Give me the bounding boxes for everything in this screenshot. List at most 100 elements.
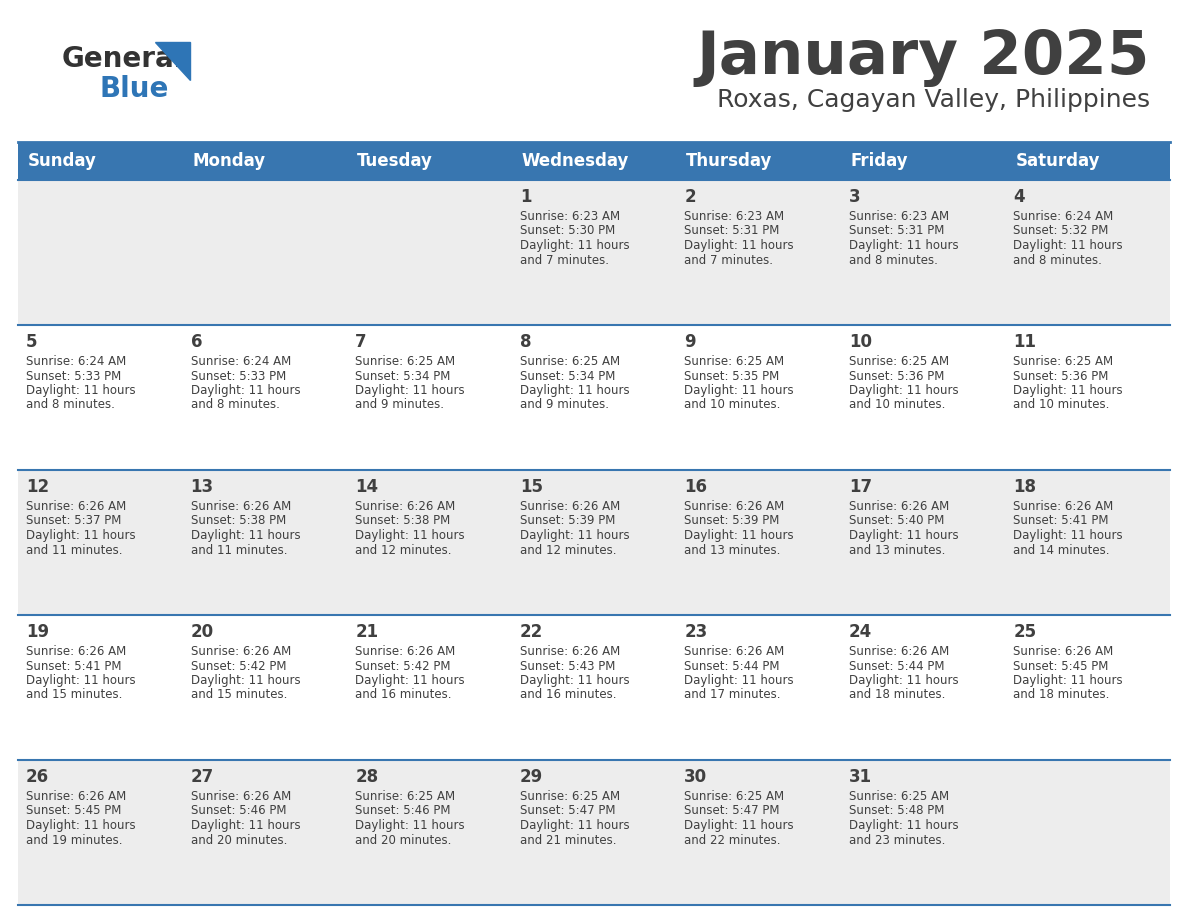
Text: Daylight: 11 hours: Daylight: 11 hours — [849, 819, 959, 832]
Text: and 14 minutes.: and 14 minutes. — [1013, 543, 1110, 556]
Text: and 7 minutes.: and 7 minutes. — [519, 253, 608, 266]
Text: Daylight: 11 hours: Daylight: 11 hours — [1013, 384, 1123, 397]
Text: and 10 minutes.: and 10 minutes. — [1013, 398, 1110, 411]
Text: 21: 21 — [355, 623, 378, 641]
Text: Sunset: 5:46 PM: Sunset: 5:46 PM — [355, 804, 450, 818]
Text: Sunrise: 6:26 AM: Sunrise: 6:26 AM — [684, 645, 784, 658]
Text: and 9 minutes.: and 9 minutes. — [355, 398, 444, 411]
Text: Daylight: 11 hours: Daylight: 11 hours — [26, 384, 135, 397]
Bar — [512, 470, 676, 615]
Text: Friday: Friday — [851, 152, 909, 170]
Text: Sunset: 5:36 PM: Sunset: 5:36 PM — [1013, 370, 1108, 383]
Text: 20: 20 — [190, 623, 214, 641]
Text: Sunset: 5:35 PM: Sunset: 5:35 PM — [684, 370, 779, 383]
Bar — [183, 470, 347, 615]
Text: Sunset: 5:37 PM: Sunset: 5:37 PM — [26, 514, 121, 528]
Text: Daylight: 11 hours: Daylight: 11 hours — [355, 529, 465, 542]
Bar — [347, 325, 512, 470]
Text: 26: 26 — [26, 768, 49, 786]
Bar — [1005, 325, 1170, 470]
Text: Daylight: 11 hours: Daylight: 11 hours — [519, 819, 630, 832]
Bar — [18, 470, 183, 615]
Text: Saturday: Saturday — [1016, 152, 1100, 170]
Bar — [183, 615, 347, 760]
Text: Daylight: 11 hours: Daylight: 11 hours — [684, 384, 794, 397]
Text: 5: 5 — [26, 333, 38, 351]
Text: and 13 minutes.: and 13 minutes. — [849, 543, 946, 556]
Text: Daylight: 11 hours: Daylight: 11 hours — [190, 819, 301, 832]
Text: and 9 minutes.: and 9 minutes. — [519, 398, 608, 411]
Text: Sunrise: 6:26 AM: Sunrise: 6:26 AM — [26, 645, 126, 658]
Text: Sunset: 5:34 PM: Sunset: 5:34 PM — [519, 370, 615, 383]
Bar — [676, 760, 841, 905]
Bar — [183, 180, 347, 325]
Text: and 7 minutes.: and 7 minutes. — [684, 253, 773, 266]
Text: Daylight: 11 hours: Daylight: 11 hours — [355, 819, 465, 832]
Text: Sunrise: 6:23 AM: Sunrise: 6:23 AM — [684, 210, 784, 223]
Text: Sunrise: 6:25 AM: Sunrise: 6:25 AM — [355, 355, 455, 368]
Text: and 11 minutes.: and 11 minutes. — [190, 543, 287, 556]
Bar — [512, 760, 676, 905]
Text: Daylight: 11 hours: Daylight: 11 hours — [684, 674, 794, 687]
Text: Sunset: 5:30 PM: Sunset: 5:30 PM — [519, 225, 615, 238]
Text: Wednesday: Wednesday — [522, 152, 630, 170]
Text: Monday: Monday — [192, 152, 266, 170]
Text: Sunrise: 6:25 AM: Sunrise: 6:25 AM — [519, 790, 620, 803]
Text: Daylight: 11 hours: Daylight: 11 hours — [849, 529, 959, 542]
Text: Sunset: 5:38 PM: Sunset: 5:38 PM — [355, 514, 450, 528]
Bar — [183, 760, 347, 905]
Text: Sunset: 5:43 PM: Sunset: 5:43 PM — [519, 659, 615, 673]
Text: Tuesday: Tuesday — [358, 152, 432, 170]
Text: and 15 minutes.: and 15 minutes. — [26, 688, 122, 701]
Text: 28: 28 — [355, 768, 378, 786]
Bar — [676, 180, 841, 325]
Text: Daylight: 11 hours: Daylight: 11 hours — [26, 529, 135, 542]
Text: 4: 4 — [1013, 188, 1025, 206]
Text: and 19 minutes.: and 19 minutes. — [26, 834, 122, 846]
Text: 7: 7 — [355, 333, 367, 351]
Text: 8: 8 — [519, 333, 531, 351]
Text: Sunset: 5:34 PM: Sunset: 5:34 PM — [355, 370, 450, 383]
Bar — [347, 470, 512, 615]
Text: Sunset: 5:41 PM: Sunset: 5:41 PM — [26, 659, 121, 673]
Bar — [512, 325, 676, 470]
Text: Sunset: 5:36 PM: Sunset: 5:36 PM — [849, 370, 944, 383]
Text: 11: 11 — [1013, 333, 1036, 351]
Text: and 23 minutes.: and 23 minutes. — [849, 834, 946, 846]
Text: Sunrise: 6:26 AM: Sunrise: 6:26 AM — [26, 790, 126, 803]
Text: and 18 minutes.: and 18 minutes. — [849, 688, 946, 701]
Text: Sunday: Sunday — [29, 152, 97, 170]
Text: Sunset: 5:45 PM: Sunset: 5:45 PM — [1013, 659, 1108, 673]
Text: 24: 24 — [849, 623, 872, 641]
Bar — [841, 470, 1005, 615]
Text: Daylight: 11 hours: Daylight: 11 hours — [355, 674, 465, 687]
Text: Sunrise: 6:25 AM: Sunrise: 6:25 AM — [849, 790, 949, 803]
Text: Daylight: 11 hours: Daylight: 11 hours — [684, 529, 794, 542]
Text: Sunrise: 6:26 AM: Sunrise: 6:26 AM — [849, 500, 949, 513]
Bar — [18, 180, 183, 325]
Text: and 8 minutes.: and 8 minutes. — [26, 398, 115, 411]
Text: 6: 6 — [190, 333, 202, 351]
Text: Sunset: 5:38 PM: Sunset: 5:38 PM — [190, 514, 286, 528]
Text: Sunset: 5:39 PM: Sunset: 5:39 PM — [684, 514, 779, 528]
Bar — [841, 180, 1005, 325]
Bar — [1005, 180, 1170, 325]
Text: 17: 17 — [849, 478, 872, 496]
Text: Sunrise: 6:23 AM: Sunrise: 6:23 AM — [519, 210, 620, 223]
Bar — [1005, 760, 1170, 905]
Bar — [347, 615, 512, 760]
Text: 1: 1 — [519, 188, 531, 206]
Bar — [512, 615, 676, 760]
Bar — [1005, 470, 1170, 615]
Bar — [676, 325, 841, 470]
Bar — [347, 180, 512, 325]
Text: Sunrise: 6:26 AM: Sunrise: 6:26 AM — [190, 645, 291, 658]
Bar — [676, 615, 841, 760]
Text: Sunrise: 6:25 AM: Sunrise: 6:25 AM — [355, 790, 455, 803]
Text: Daylight: 11 hours: Daylight: 11 hours — [190, 529, 301, 542]
Text: Sunrise: 6:26 AM: Sunrise: 6:26 AM — [519, 645, 620, 658]
Text: January 2025: January 2025 — [696, 28, 1150, 87]
Text: Thursday: Thursday — [687, 152, 772, 170]
Text: Daylight: 11 hours: Daylight: 11 hours — [26, 674, 135, 687]
Text: and 10 minutes.: and 10 minutes. — [684, 398, 781, 411]
